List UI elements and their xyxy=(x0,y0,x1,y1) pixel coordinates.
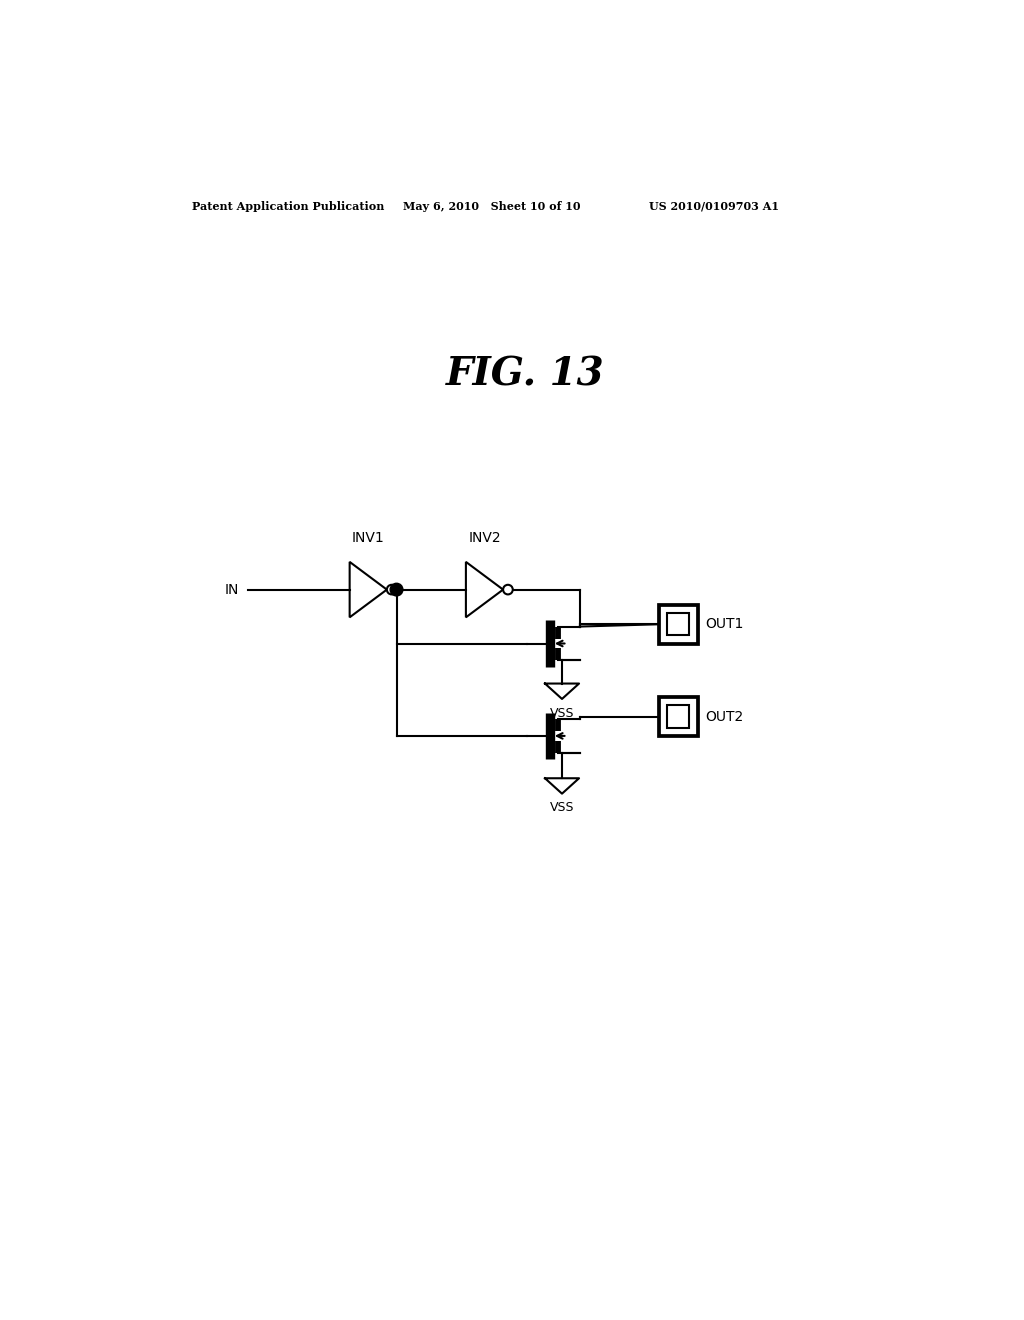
Text: VSS: VSS xyxy=(550,706,574,719)
Text: May 6, 2010   Sheet 10 of 10: May 6, 2010 Sheet 10 of 10 xyxy=(403,201,581,211)
Circle shape xyxy=(387,585,396,594)
Text: US 2010/0109703 A1: US 2010/0109703 A1 xyxy=(649,201,779,211)
Text: VSS: VSS xyxy=(550,801,574,814)
Text: OUT1: OUT1 xyxy=(706,618,743,631)
Text: INV1: INV1 xyxy=(352,531,385,545)
Text: IN: IN xyxy=(224,582,239,597)
Circle shape xyxy=(503,585,513,594)
Bar xyxy=(658,697,697,737)
Text: Patent Application Publication: Patent Application Publication xyxy=(191,201,384,211)
Bar xyxy=(667,705,689,727)
Text: OUT2: OUT2 xyxy=(706,710,743,723)
Bar xyxy=(667,612,689,635)
Text: FIG. 13: FIG. 13 xyxy=(445,355,604,393)
Circle shape xyxy=(390,583,402,595)
Text: INV2: INV2 xyxy=(468,531,501,545)
Bar xyxy=(658,605,697,644)
